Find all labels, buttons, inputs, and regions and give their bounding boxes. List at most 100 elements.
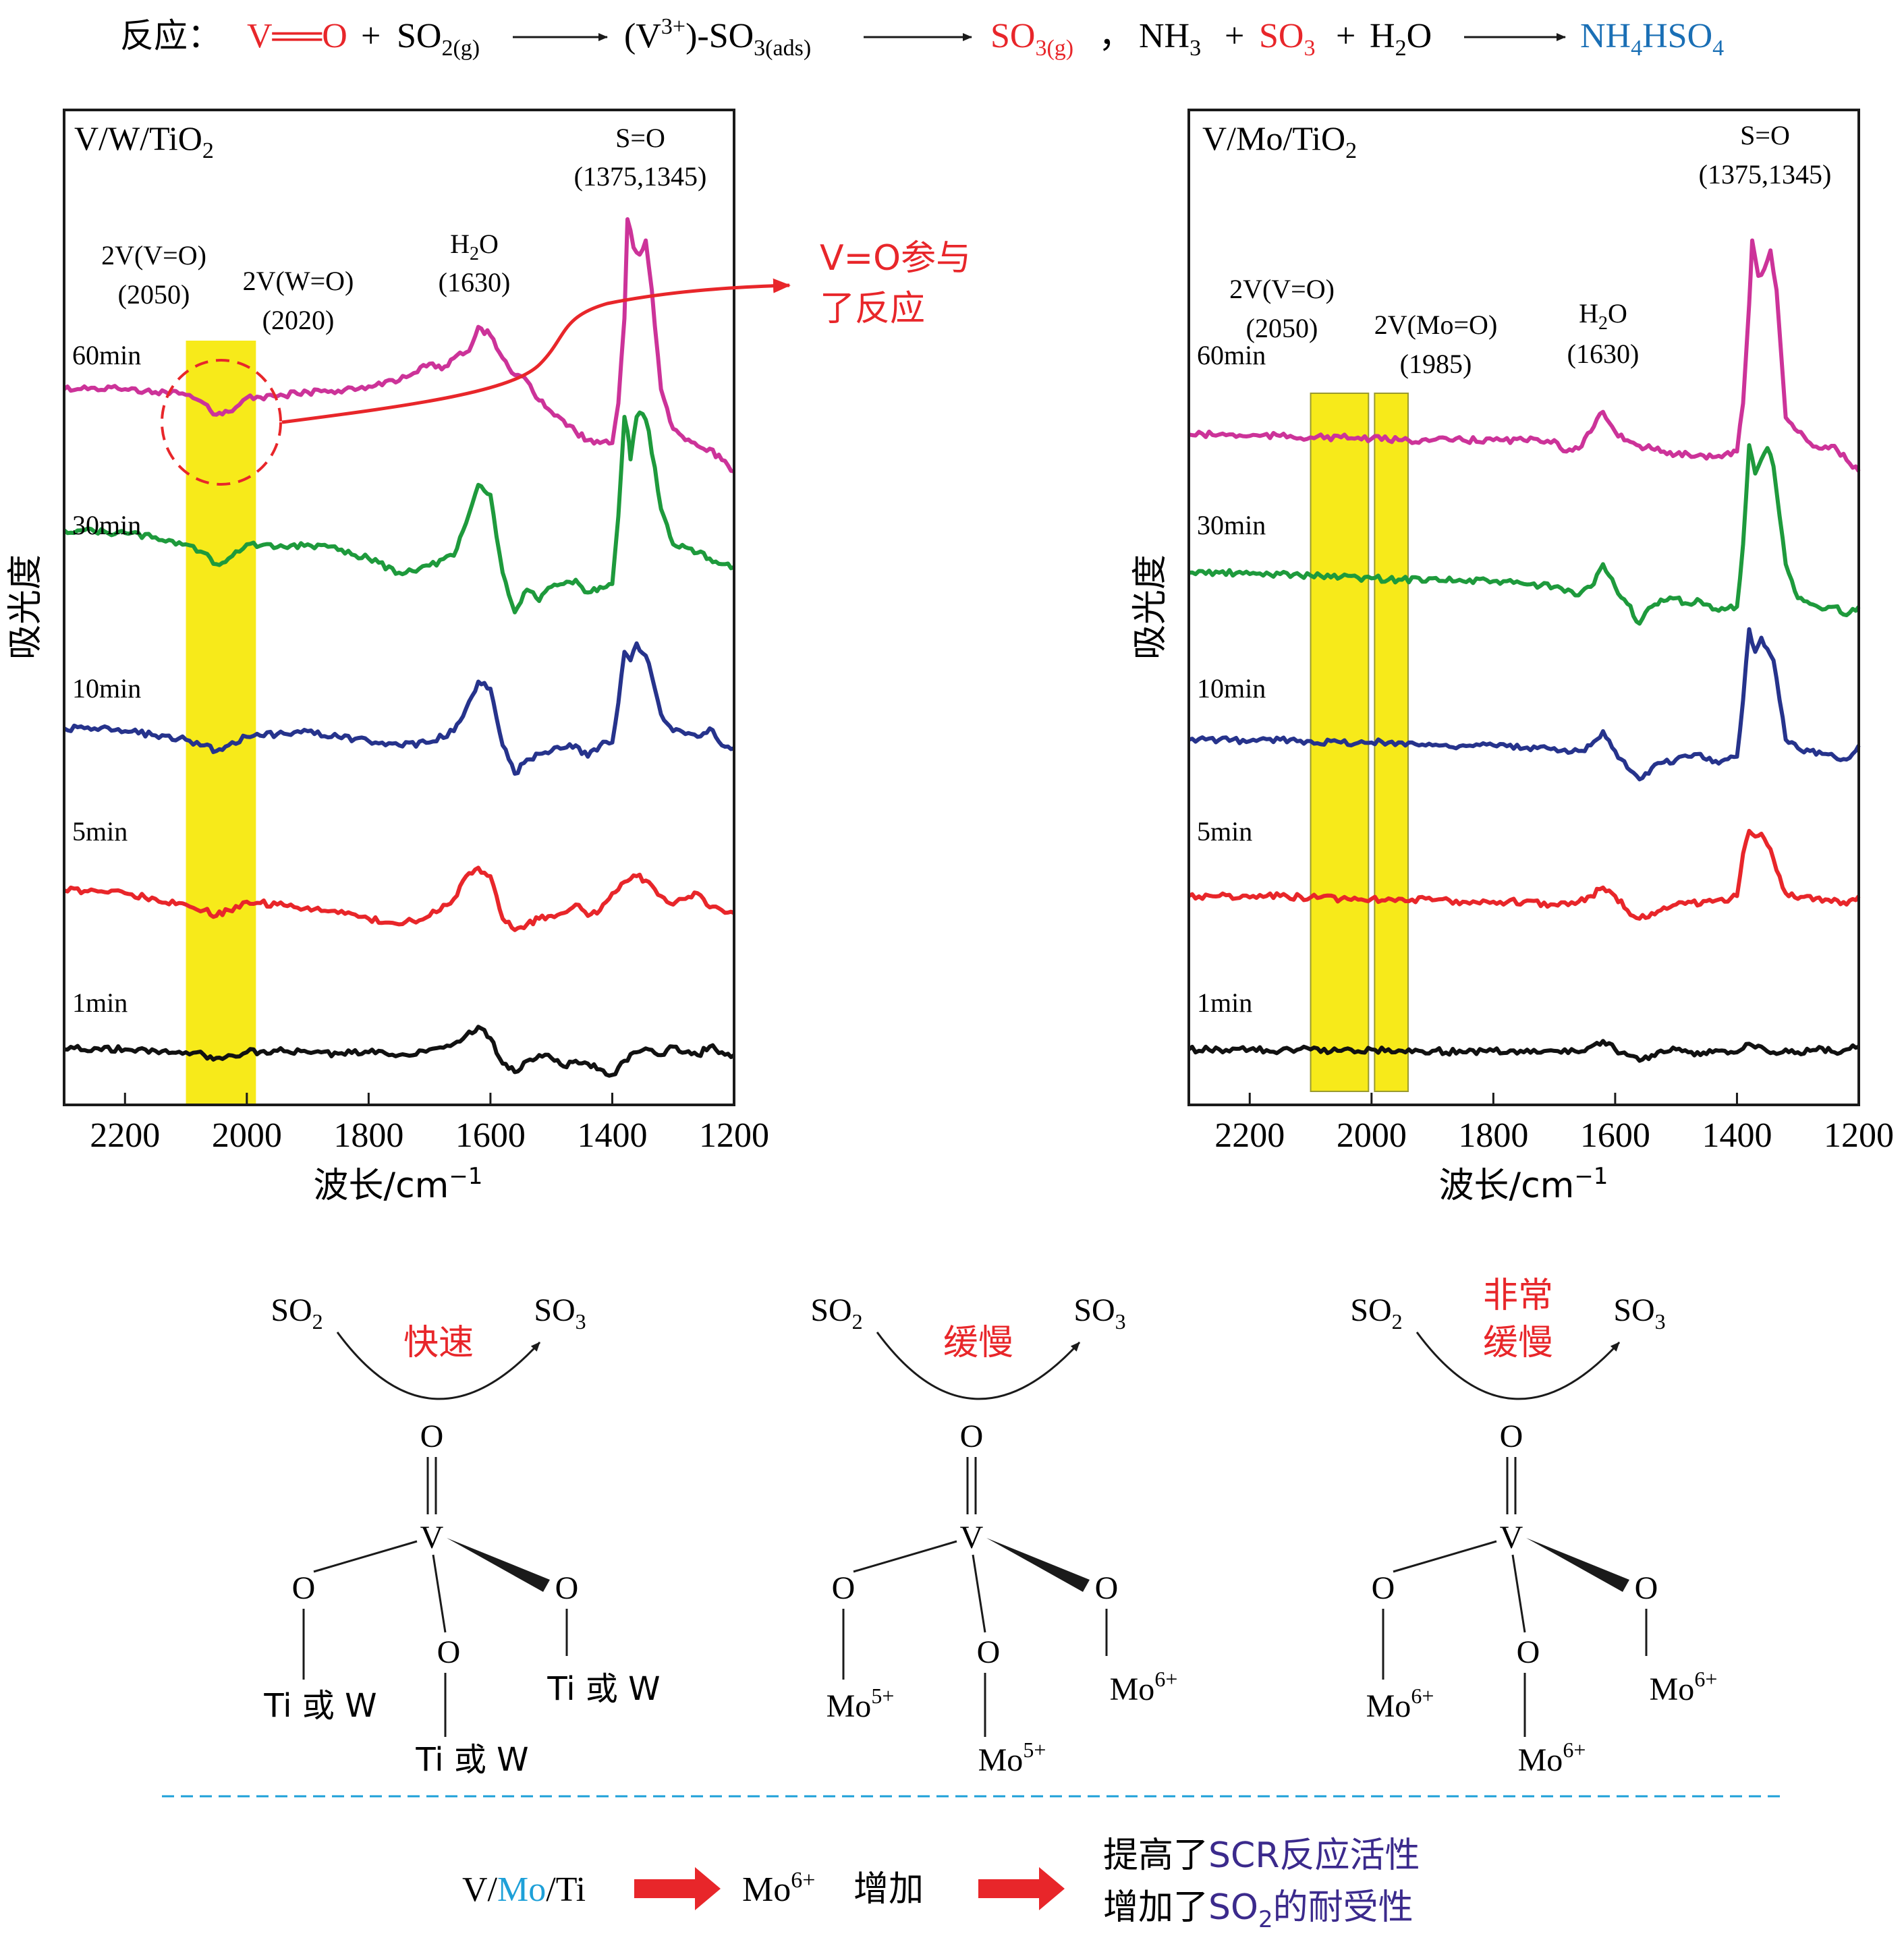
oxygen-left: O: [292, 1570, 316, 1606]
oxygen-mid: O: [437, 1634, 461, 1670]
equation-so2: SO2(g): [397, 17, 480, 61]
rate-label: 缓慢: [943, 1323, 1013, 1363]
label-band2-right: 2V(Mo=O): [1374, 310, 1498, 340]
label-h2o-right: H2O: [1579, 298, 1627, 334]
series-label-1min: 1min: [1197, 988, 1252, 1018]
substituent-right: Mo6+: [1110, 1667, 1178, 1707]
substituent-left: Ti 或 W: [263, 1687, 376, 1725]
label-band1-right: 2V(V=O): [1229, 274, 1335, 304]
series-line-10min: [63, 641, 735, 776]
callout-circle: [161, 359, 282, 486]
x-tick-label: 1800: [333, 1116, 403, 1155]
vanadium-atom: V: [420, 1520, 444, 1555]
effect-line-2: 增加了SO2的耐受性: [1103, 1887, 1413, 1933]
highlight-bands-left: [186, 341, 256, 1105]
mechanism-1: SO2 SO3 快速 O V O O O Ti 或 W Ti 或 W Ti 或 W: [263, 1292, 660, 1779]
series-line-30min: [63, 410, 735, 614]
substituent-right: Ti 或 W: [547, 1670, 660, 1708]
oxo-oxygen: O: [1500, 1419, 1523, 1454]
series-line-10min: [1188, 627, 1861, 782]
reaction-equation: 反应： V══O + SO2(g) (V3+)-SO3(ads) SO3(g) …: [120, 14, 1724, 61]
series-label-30min: 30min: [1197, 510, 1266, 540]
reactant-so2: SO2: [810, 1292, 862, 1334]
series-line-60min: [63, 217, 735, 474]
x-tick-label: 1200: [699, 1116, 769, 1155]
callout-text-2: 了反应: [820, 289, 925, 329]
x-tick-label: 1800: [1458, 1116, 1528, 1155]
label-band1-pos-right: (2050): [1246, 313, 1318, 343]
x-axis-label-right: 波长/cm−1: [1439, 1163, 1608, 1206]
series-label-5min: 5min: [1197, 816, 1252, 847]
panel-title-left: V/W/TiO2: [74, 119, 214, 163]
effect-line-1: 提高了SCR反应活性: [1103, 1835, 1420, 1876]
rate-label: 快速: [403, 1323, 474, 1363]
oxygen-mid: O: [977, 1634, 1001, 1670]
oxo-oxygen: O: [420, 1419, 444, 1454]
equation-so3: SO3: [1259, 17, 1315, 61]
substituent-mid: Mo5+: [978, 1738, 1046, 1778]
increase-label: 增加: [853, 1869, 924, 1910]
x-tick-label: 2000: [1337, 1116, 1407, 1155]
mo6-label: Mo6+: [742, 1868, 815, 1909]
label-so-right: S=O: [1740, 120, 1790, 150]
reactant-so2: SO2: [1350, 1292, 1402, 1334]
equation-plus-2: +: [1225, 17, 1244, 55]
wedge-bond: [986, 1538, 1090, 1592]
x-ticks-right: 2200 2000 1800 1600 1400 1200: [1214, 1093, 1894, 1155]
conversion-arrow: [1416, 1332, 1621, 1400]
plot-frame-left: [63, 109, 735, 1106]
series-label-1min: 1min: [72, 988, 128, 1018]
x-tick-label: 2200: [1214, 1116, 1285, 1155]
y-axis-label-left: 吸光度: [5, 554, 46, 660]
x-tick-label: 2200: [90, 1116, 160, 1155]
label-h2o-pos-left: (1630): [439, 267, 511, 297]
rate-label: 非常: [1483, 1276, 1553, 1316]
label-band2-pos-left: (2020): [262, 305, 335, 335]
chart-right-vmo-tio2: 60min 30min 10min 5min 1min 2200 2000 1800 1600…: [1130, 109, 1894, 1206]
product-so3: SO3: [534, 1292, 586, 1334]
arrow-right-icon: [978, 1867, 1065, 1910]
substituent-left: Mo5+: [827, 1684, 895, 1724]
label-band2-pos-right: (1985): [1400, 349, 1472, 379]
bond-mid: [432, 1554, 447, 1633]
series-label-60min: 60min: [72, 340, 141, 370]
callout-arrow: [281, 278, 791, 424]
series-label-30min: 30min: [72, 510, 141, 540]
equation-product: NH4HSO4: [1580, 17, 1724, 61]
equation-so3g: SO3(g): [990, 17, 1073, 61]
x-tick-label: 1200: [1824, 1116, 1894, 1155]
equation-vo: V══O: [247, 17, 347, 55]
x-tick-label: 1400: [577, 1116, 647, 1155]
x-axis-label-left: 波长/cm−1: [314, 1163, 483, 1206]
label-h2o-pos-right: (1630): [1567, 339, 1640, 369]
series-label-5min: 5min: [72, 816, 128, 847]
substituent-left: Mo6+: [1366, 1684, 1434, 1724]
equation-v3-so3: (V3+)-SO3(ads): [624, 14, 811, 61]
oxygen-right: O: [1635, 1570, 1658, 1606]
equation-nh3: NH3: [1139, 17, 1201, 61]
label-band1-pos-left: (2050): [118, 279, 190, 310]
arrow-right-icon: [634, 1867, 721, 1910]
oxygen-left: O: [1372, 1570, 1395, 1606]
series-label-60min: 60min: [1197, 340, 1266, 370]
spectra-left: 60min 30min 10min 5min 1min: [63, 217, 735, 1078]
rate-label: 缓慢: [1483, 1323, 1553, 1363]
series-line-5min: [63, 865, 735, 932]
bond-mid: [972, 1554, 986, 1633]
wedge-bond: [1526, 1538, 1629, 1592]
bond-mid: [1511, 1554, 1526, 1633]
series-line-1min: [63, 1025, 735, 1078]
product-so3: SO3: [1073, 1292, 1125, 1334]
oxo-oxygen: O: [960, 1419, 984, 1454]
series-line-5min: [1187, 828, 1861, 921]
substituent-right: Mo6+: [1650, 1667, 1718, 1707]
bond-left: [313, 1540, 418, 1573]
oxygen-right: O: [555, 1570, 579, 1606]
callout-text-1: V=O参与: [820, 238, 971, 279]
highlight-band: [186, 341, 256, 1105]
x-ticks-left: 2200 2000 1800 1600 1400 1200: [90, 1093, 769, 1155]
substituent-mid: Mo6+: [1518, 1738, 1586, 1778]
spectra-right: 60min 30min 10min 5min 1min: [1187, 238, 1861, 1063]
